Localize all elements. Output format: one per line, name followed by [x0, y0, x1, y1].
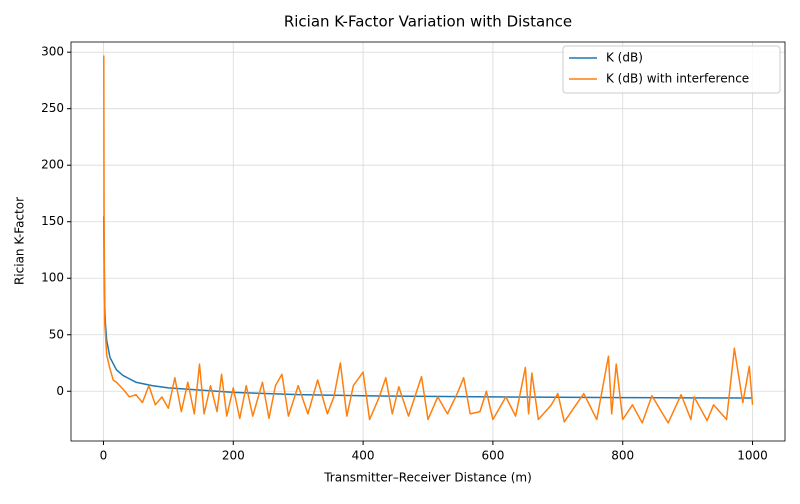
- chart-title: Rician K-Factor Variation with Distance: [284, 13, 572, 31]
- y-tick-label: 200: [41, 158, 64, 172]
- y-tick-label: 50: [49, 327, 64, 341]
- x-axis-label: Transmitter–Receiver Distance (m): [323, 471, 532, 485]
- x-tick-label: 400: [352, 449, 375, 463]
- y-axis-label: Rician K-Factor: [13, 197, 27, 285]
- y-tick-label: 0: [56, 384, 64, 398]
- y-tick-label: 150: [41, 214, 64, 228]
- legend-label: K (dB) with interference: [606, 72, 749, 86]
- legend-label: K (dB): [606, 51, 643, 65]
- legend-box: [562, 45, 781, 94]
- series-line: [103, 55, 754, 424]
- x-tick-label: 200: [222, 449, 245, 463]
- plot: [103, 55, 754, 424]
- x-tick-label: 1000: [737, 449, 768, 463]
- y-tick-label: 100: [41, 271, 64, 285]
- x-tick-label: 0: [100, 449, 108, 463]
- x-tick-label: 800: [611, 449, 634, 463]
- x-tick-label: 600: [481, 449, 504, 463]
- y-tick-label: 300: [41, 45, 64, 59]
- y-tick-label: 250: [41, 101, 64, 115]
- plot-frame: [70, 41, 786, 442]
- series-line: [103, 216, 753, 399]
